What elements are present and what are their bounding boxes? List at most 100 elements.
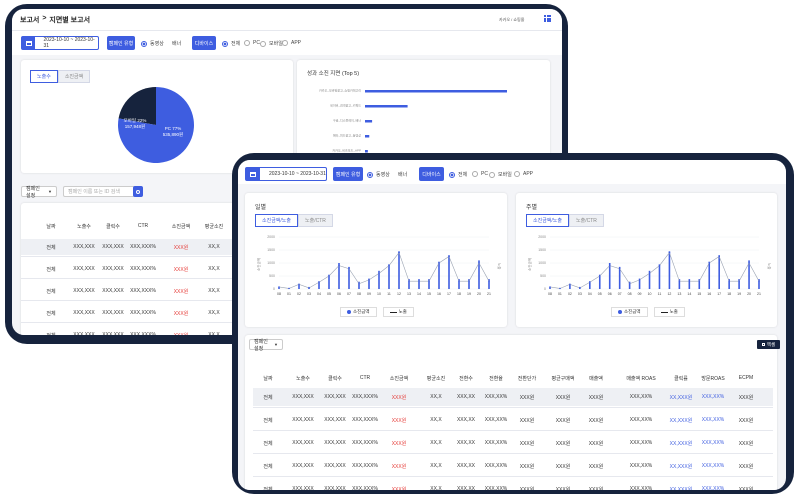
column-header[interactable]: 매출액 ROAS <box>626 375 656 382</box>
impressions-point[interactable] <box>609 264 611 267</box>
impressions-point[interactable] <box>408 280 410 282</box>
bar-spend[interactable] <box>348 266 350 289</box>
back-campaign-select[interactable]: 캠페인 설정 ▼ <box>21 186 57 199</box>
front-device-app[interactable]: APP <box>514 171 533 177</box>
bar-spend[interactable] <box>438 261 440 289</box>
apps-grid-icon[interactable] <box>544 15 551 22</box>
bar-spend[interactable] <box>448 255 450 289</box>
front-device-button[interactable]: 디바이스 <box>419 167 444 181</box>
bar-spend[interactable] <box>738 279 740 289</box>
impressions-point[interactable] <box>618 268 621 270</box>
impressions-point[interactable] <box>688 280 691 282</box>
bar-spend[interactable] <box>478 260 480 289</box>
tab-impressions-ctr[interactable]: 노출/CTR <box>298 214 333 227</box>
excel-button[interactable]: 엑셀 <box>757 340 780 349</box>
column-header[interactable]: 소진금액 <box>171 223 191 230</box>
impressions-point[interactable] <box>458 280 460 282</box>
impressions-point[interactable] <box>718 255 720 258</box>
legend-spend[interactable]: 소진금액 <box>340 307 377 317</box>
table-row[interactable]: 전체 XXX,XXX XXX,XXX XXX,XXX% XXX원 XX,X XXX,XX XX… <box>253 388 773 406</box>
table-row[interactable]: 전체 XXX,XXX XXX,XXX XXX,XXX% XXX원 XX,X XXX,XX XX… <box>253 434 773 452</box>
bar-spend[interactable] <box>638 278 641 289</box>
column-header[interactable]: ECPM <box>738 375 754 381</box>
bar-spend[interactable] <box>549 286 551 289</box>
user-label[interactable]: 카카오 / 쇼핑몰 <box>499 17 525 22</box>
impressions-point[interactable] <box>478 262 480 264</box>
impressions-point[interactable] <box>468 280 470 282</box>
impressions-point[interactable] <box>288 287 290 290</box>
column-header[interactable]: 날짜 <box>46 223 56 230</box>
bar-spend[interactable] <box>598 274 601 289</box>
bar-spend[interactable] <box>298 283 300 289</box>
top5-bar[interactable] <box>365 150 368 153</box>
bar-spend[interactable] <box>698 279 701 289</box>
bar-spend[interactable] <box>628 281 631 289</box>
column-header[interactable]: 방문ROAS <box>701 375 725 382</box>
column-header[interactable]: 평균구매액 <box>551 375 575 382</box>
tab-spend[interactable]: 소진금액 <box>57 70 91 83</box>
impressions-point[interactable] <box>488 280 490 282</box>
impressions-point[interactable] <box>628 283 631 285</box>
impressions-point[interactable] <box>318 281 320 283</box>
column-header[interactable]: 클릭률 <box>674 375 688 382</box>
bar-spend[interactable] <box>378 270 380 289</box>
bar-spend[interactable] <box>408 279 410 289</box>
impressions-point[interactable] <box>698 280 700 282</box>
table-row[interactable]: 전체 XXX,XXX XXX,XXX XXX,XXX% XXX원 XX,X XXX,XX XX… <box>253 480 773 490</box>
bar-spend[interactable] <box>678 279 681 289</box>
bar-spend[interactable] <box>718 255 720 289</box>
breadcrumb-root[interactable]: 보고서 <box>20 17 40 24</box>
tab-impressions[interactable]: 노출수 <box>30 70 58 83</box>
impressions-point[interactable] <box>638 279 641 281</box>
tab-spend-impressions[interactable]: 소진금액/노출 <box>255 214 298 227</box>
front-radio-video[interactable]: 동영상 <box>367 171 390 178</box>
impressions-point[interactable] <box>438 262 440 264</box>
front-radio-banner[interactable]: 배너 <box>398 172 408 178</box>
search-button[interactable] <box>133 186 143 197</box>
legend-impressions[interactable]: 노출 <box>382 307 414 317</box>
impressions-point[interactable] <box>358 283 360 285</box>
column-header[interactable]: 전환율 <box>489 375 503 382</box>
front-campaign-type-button[interactable]: 캠페인 유형 <box>333 167 363 181</box>
column-header[interactable]: 소진금액 <box>389 375 409 382</box>
impressions-point[interactable] <box>589 281 591 283</box>
bar-spend[interactable] <box>648 270 651 289</box>
column-header[interactable]: 클릭수 <box>106 223 120 230</box>
impressions-point[interactable] <box>448 255 450 258</box>
front-device-all[interactable]: 전체 <box>449 171 467 178</box>
impressions-point[interactable] <box>428 280 430 282</box>
front-device-pc[interactable]: PC <box>472 171 488 177</box>
top5-bar[interactable] <box>365 135 370 138</box>
pie-slice-모바일[interactable] <box>118 82 163 125</box>
impressions-point[interactable] <box>298 283 300 286</box>
impressions-point[interactable] <box>328 275 330 277</box>
front-campaign-select[interactable]: 캠페인 설정 ▼ <box>249 339 283 352</box>
back-device-app[interactable]: APP <box>282 40 301 46</box>
bar-spend[interactable] <box>418 279 420 289</box>
bar-spend[interactable] <box>278 286 280 289</box>
back-device-mobile[interactable]: 모바일 <box>260 40 283 47</box>
impressions-point[interactable] <box>308 287 310 289</box>
bar-spend[interactable] <box>589 281 591 289</box>
bar-spend[interactable] <box>748 260 750 289</box>
bar-spend[interactable] <box>569 283 571 289</box>
impressions-point[interactable] <box>678 280 681 282</box>
impressions-point[interactable] <box>668 251 671 254</box>
column-header[interactable]: 클릭수 <box>328 375 342 382</box>
bar-spend[interactable] <box>608 263 611 289</box>
back-search-input[interactable]: 캠페인 이름 또는 ID 검색 <box>63 186 135 197</box>
bar-spend[interactable] <box>488 279 490 289</box>
bar-spend[interactable] <box>758 279 760 289</box>
back-radio-banner[interactable]: 배너 <box>172 41 182 47</box>
bar-spend[interactable] <box>428 279 430 289</box>
bar-spend[interactable] <box>388 264 390 289</box>
back-device-pc[interactable]: PC <box>244 40 260 46</box>
bar-spend[interactable] <box>338 263 340 289</box>
impressions-point[interactable] <box>748 262 750 264</box>
impressions-point[interactable] <box>648 272 651 275</box>
table-row[interactable]: 전체 XXX,XXX XXX,XXX XXX,XXX% XXX원 XX,X XXX,XX XX… <box>253 411 773 429</box>
column-header[interactable]: 전환수 <box>459 375 473 382</box>
bar-spend[interactable] <box>668 251 671 289</box>
impressions-point[interactable] <box>599 275 601 277</box>
tab-spend-impressions[interactable]: 소진금액/노출 <box>526 214 569 227</box>
